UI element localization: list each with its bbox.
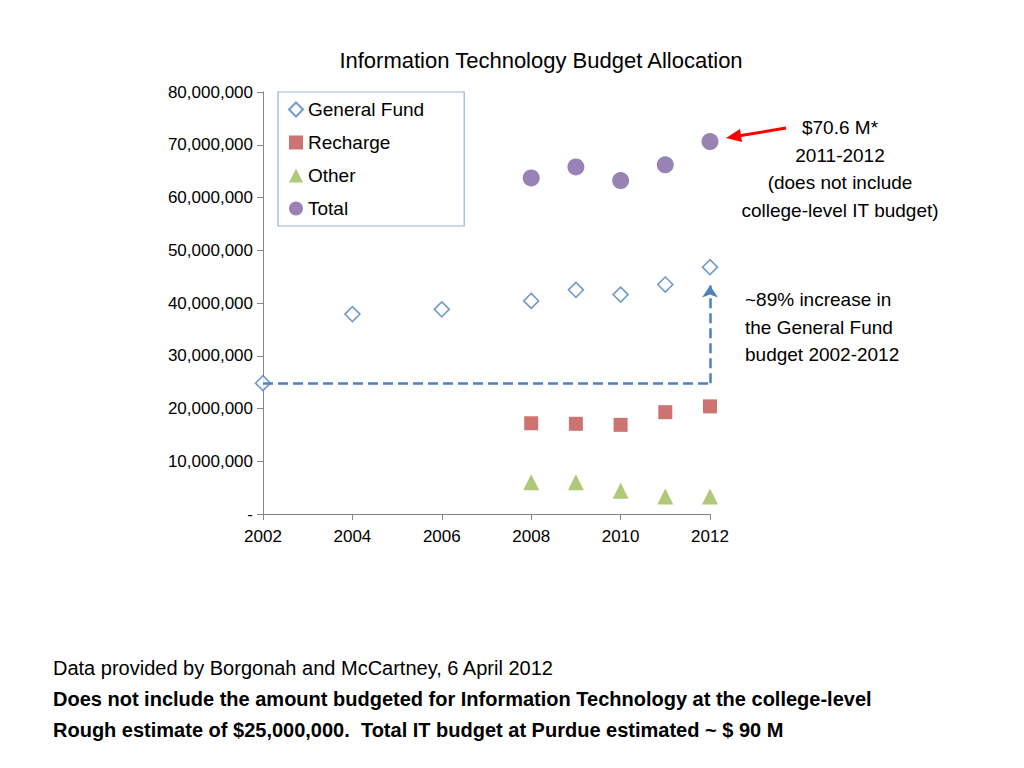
svg-text:40,000,000: 40,000,000 xyxy=(168,294,253,313)
svg-text:college-level IT budget): college-level IT budget) xyxy=(741,200,938,221)
svg-text:2008: 2008 xyxy=(512,527,550,546)
svg-text:Rough estimate of $25,000,000.: Rough estimate of $25,000,000. Total IT … xyxy=(53,719,783,741)
svg-text:20,000,000: 20,000,000 xyxy=(168,399,253,418)
svg-text:2011-2012: 2011-2012 xyxy=(795,145,884,166)
svg-text:2006: 2006 xyxy=(423,527,461,546)
svg-text:Does not include the amount bu: Does not include the amount budgeted for… xyxy=(53,688,872,710)
svg-text:2002: 2002 xyxy=(244,527,282,546)
svg-text:General Fund: General Fund xyxy=(308,99,424,120)
svg-text:Recharge: Recharge xyxy=(308,132,390,153)
svg-text:Other: Other xyxy=(308,165,356,186)
svg-text:2010: 2010 xyxy=(602,527,640,546)
svg-text:30,000,000: 30,000,000 xyxy=(168,346,253,365)
svg-text:(does not include: (does not include xyxy=(768,172,913,193)
svg-text:Information Technology Budget: Information Technology Budget Allocation xyxy=(339,48,742,73)
svg-text:50,000,000: 50,000,000 xyxy=(168,241,253,260)
svg-text:-: - xyxy=(247,505,253,524)
svg-text:Data provided by Borgonah and: Data provided by Borgonah and McCartney,… xyxy=(53,657,553,679)
svg-text:~89% increase in: ~89% increase in xyxy=(745,289,891,310)
svg-text:budget 2002-2012: budget 2002-2012 xyxy=(745,344,899,365)
svg-text:2012: 2012 xyxy=(691,527,729,546)
svg-text:10,000,000: 10,000,000 xyxy=(168,452,253,471)
svg-text:80,000,000: 80,000,000 xyxy=(168,83,253,102)
svg-text:the General Fund: the General Fund xyxy=(745,317,893,338)
svg-text:2004: 2004 xyxy=(333,527,371,546)
svg-text:70,000,000: 70,000,000 xyxy=(168,135,253,154)
svg-text:60,000,000: 60,000,000 xyxy=(168,188,253,207)
svg-text:Total: Total xyxy=(308,198,348,219)
svg-text:$70.6 M*: $70.6 M* xyxy=(802,117,879,138)
